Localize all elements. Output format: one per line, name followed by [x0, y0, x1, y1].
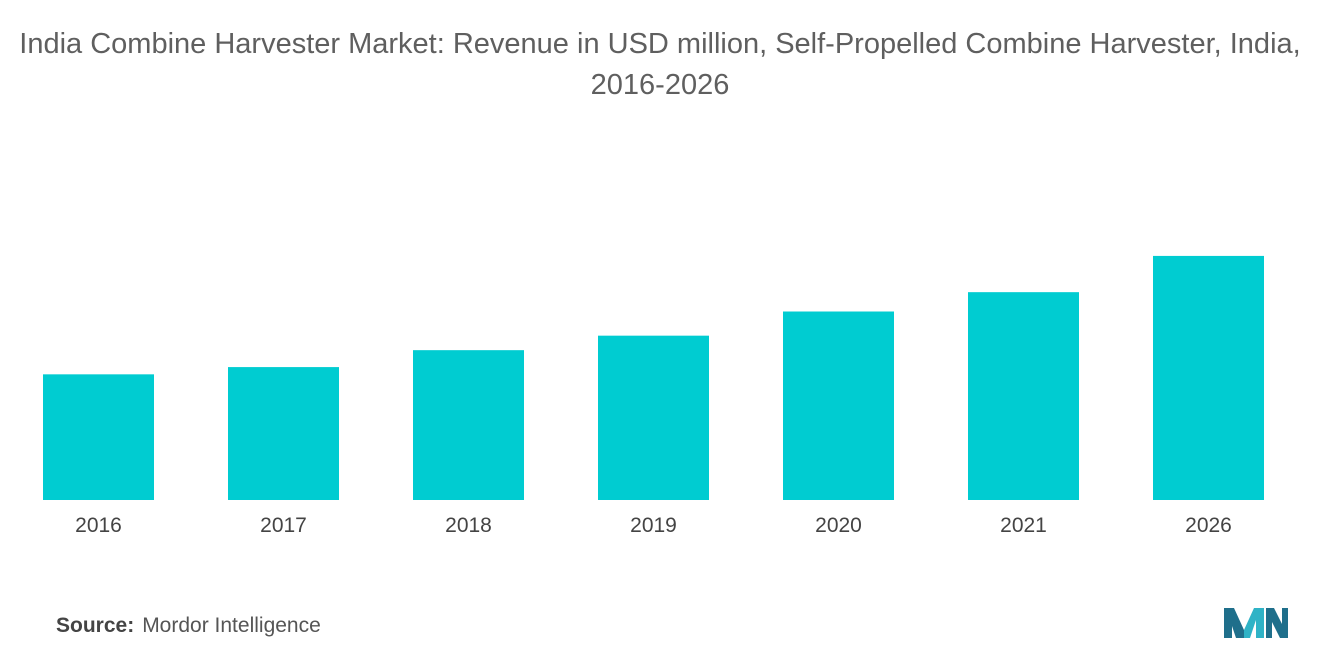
bar-2017	[228, 367, 339, 500]
bar-2021	[968, 292, 1079, 500]
bars-group	[43, 255, 1264, 500]
bar-2016	[43, 374, 154, 500]
bar-2020	[783, 311, 894, 500]
chart-title: India Combine Harvester Market: Revenue …	[19, 28, 1301, 101]
x-tick-label-2026: 2026	[1185, 514, 1232, 537]
bar-2026	[1153, 255, 1264, 500]
x-tick-label-2018: 2018	[445, 514, 492, 537]
bar-chart: 2016 2017 2018 2019 2020 2021 2026	[43, 255, 1264, 537]
bar-2018	[413, 350, 524, 500]
source-note: Source: Mordor Intelligence	[56, 614, 321, 638]
x-tick-label-2021: 2021	[1000, 514, 1047, 537]
source-label: Source:	[56, 614, 135, 637]
source-text: Mordor Intelligence	[142, 614, 321, 637]
x-axis-tick-labels: 2016 2017 2018 2019 2020 2021 2026	[75, 514, 1232, 537]
x-tick-label-2019: 2019	[630, 514, 677, 537]
x-tick-label-2017: 2017	[260, 514, 307, 537]
x-tick-label-2020: 2020	[815, 514, 862, 537]
mordor-intelligence-logo-icon	[1224, 608, 1288, 638]
bar-2019	[598, 335, 709, 500]
x-tick-label-2016: 2016	[75, 514, 122, 537]
